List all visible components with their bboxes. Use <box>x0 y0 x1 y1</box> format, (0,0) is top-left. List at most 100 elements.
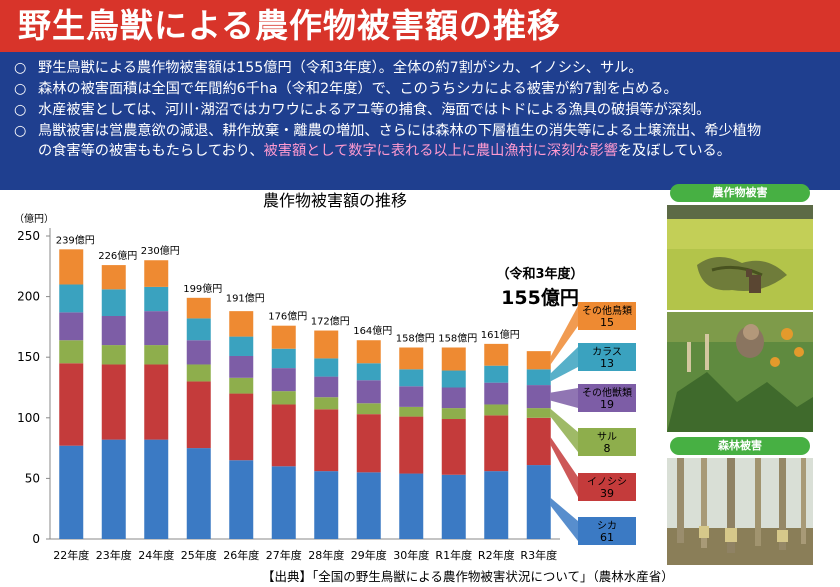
x-tick-label: 25年度 <box>181 548 217 562</box>
bar-segment <box>399 386 424 407</box>
bar-segment <box>59 312 84 341</box>
y-tick-label: 150 <box>17 350 40 364</box>
bar-segment <box>101 345 126 365</box>
x-tick-label: R2年度 <box>478 548 515 562</box>
bar-segment <box>441 370 466 388</box>
bar-segment <box>144 311 169 346</box>
bar-segment <box>229 355 254 378</box>
bar-segment <box>484 382 509 405</box>
bar-segment <box>526 408 551 418</box>
callout-box <box>578 517 636 545</box>
bullet-highlight: 被害額として数字に表れる以上に農山漁村に深刻な影響 <box>263 143 618 159</box>
x-tick-label: 30年度 <box>393 548 429 562</box>
bar-segment <box>144 286 169 312</box>
chart-title: 農作物被害額の推移 <box>263 191 407 210</box>
bullet-2: ○ 森林の被害面積は全国で年間約6千ha（令和2年度）で、このうちシカによる被害が… <box>14 79 678 99</box>
bar-segment <box>229 460 254 539</box>
bullet-text: 水産被害としては、河川･湖沼ではカワウによるアユ等の捕食、海面ではトドによる漁具… <box>38 102 711 118</box>
callout-pointer <box>550 388 578 408</box>
bars <box>59 249 551 539</box>
crop-damage-chart: 農作物被害額の推移 （億円） 0 50 100 150 200 250 239億円226億… <box>14 191 636 562</box>
annotation-total: 155億円 <box>501 286 579 309</box>
callout-box <box>578 384 636 412</box>
title-bar: 野生鳥獣による農作物被害額の推移 <box>0 0 840 52</box>
bar-segment <box>441 419 466 475</box>
y-tick-label: 100 <box>17 411 40 425</box>
bar-segment <box>101 315 126 346</box>
x-tick-label: R1年度 <box>435 548 472 562</box>
page-title: 野生鳥獣による農作物被害額の推移 <box>18 6 562 45</box>
rice-field-photo <box>667 205 813 310</box>
bar-segment <box>186 340 211 365</box>
y-tick-label: 200 <box>17 290 40 304</box>
bullet-text: 野生鳥獣による農作物被害額は155億円（令和3年度）。全体の約7割がシカ、イノシ… <box>38 60 643 76</box>
callout-value: 61 <box>600 531 614 544</box>
bar-segment <box>59 363 84 446</box>
total-label: 161億円 <box>481 328 520 341</box>
x-tick-label: 29年度 <box>351 548 387 562</box>
bar-segment <box>526 465 551 539</box>
bar-segment <box>484 404 509 416</box>
bar-segment <box>271 466 296 539</box>
bar-segment <box>271 348 296 369</box>
callout-value: 19 <box>600 398 614 411</box>
bar-segment <box>441 474 466 539</box>
bullet-3: ○ 水産被害としては、河川･湖沼ではカワウによるアユ等の捕食、海面ではトドによる漁… <box>14 100 710 120</box>
bar-segment <box>356 380 381 404</box>
callout-value: 13 <box>600 357 614 370</box>
bullet-text-continued: の食害等の被害ももたらしており、被害額として数字に表れる以上に農山漁村に深刻な影… <box>14 141 824 161</box>
bar-segment <box>314 330 339 359</box>
bar-segment <box>441 387 466 409</box>
bar-segment <box>144 364 169 440</box>
bar-segment <box>144 260 169 287</box>
x-tick-label: 27年度 <box>266 548 302 562</box>
callout-box <box>578 343 636 371</box>
bar-segment <box>186 297 211 319</box>
annotation-year: （令和3年度） <box>496 266 583 282</box>
bar-segment <box>441 408 466 420</box>
total-label: 239億円 <box>56 233 95 246</box>
callout-name: カラス <box>592 346 622 358</box>
bar-segment <box>441 347 466 371</box>
bar-segment <box>271 391 296 405</box>
bar-segment <box>271 404 296 467</box>
bar-segment <box>186 364 211 382</box>
bullet-text-pre: の食害等の被害ももたらしており、 <box>38 143 264 159</box>
total-label: 176億円 <box>268 310 307 323</box>
callout-pointer <box>550 408 578 452</box>
callout-pointer <box>550 437 578 497</box>
bar-segment <box>314 471 339 539</box>
bar-segment <box>399 369 424 387</box>
callout-value: 8 <box>604 442 611 455</box>
total-label: 158億円 <box>396 332 435 345</box>
callout-box <box>578 302 636 330</box>
bar-segment <box>186 448 211 539</box>
bar-segment <box>101 364 126 440</box>
crop-damage-label: 農作物被害 <box>670 184 810 202</box>
total-label: 172億円 <box>311 315 350 328</box>
callout-name: その他鳥類 <box>582 304 632 317</box>
y-tick-label: 0 <box>32 532 40 546</box>
bar-segment <box>59 284 84 313</box>
bar-segment <box>526 351 551 370</box>
bar-segment <box>526 369 551 386</box>
bullet-mark: ○ <box>14 60 27 76</box>
bullet-mark: ○ <box>14 81 27 97</box>
bullet-mark: ○ <box>14 102 27 118</box>
bar-segment <box>101 439 126 539</box>
callout-name: サル <box>597 431 617 443</box>
bar-segment <box>59 445 84 539</box>
total-label: 164億円 <box>353 324 392 337</box>
bar-segment <box>229 311 254 337</box>
total-label: 199億円 <box>183 282 222 295</box>
bar-segment <box>356 403 381 415</box>
bar-segment <box>484 343 509 366</box>
bullet-mark: ○ <box>14 123 27 139</box>
bar-segment <box>399 406 424 417</box>
bar-segment <box>229 336 254 356</box>
bar-segment <box>314 376 339 398</box>
callout-pointer <box>550 306 578 365</box>
callout-pointer <box>550 498 578 541</box>
